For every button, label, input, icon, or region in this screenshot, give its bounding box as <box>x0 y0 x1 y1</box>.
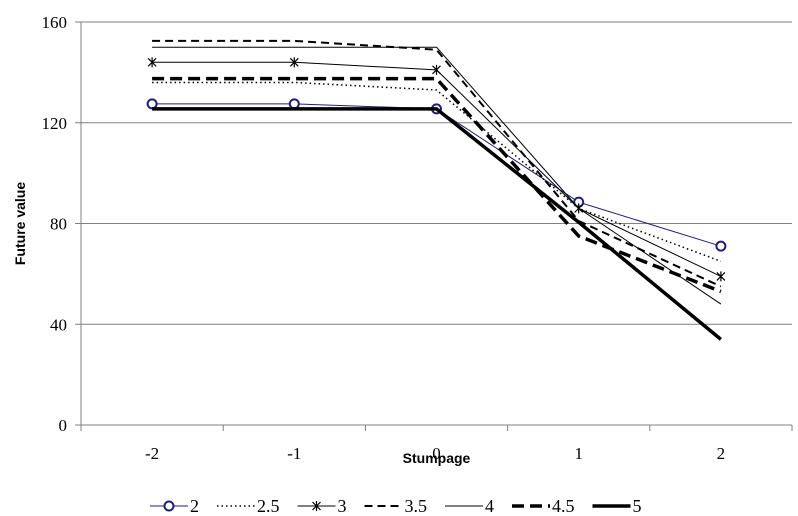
y-axis-title: Future value <box>12 182 28 265</box>
data-point <box>289 57 299 68</box>
legend: 2 2.5 3 3.5 4 4.5 5 <box>150 496 642 516</box>
series-line-3 <box>152 61 722 277</box>
x-tick-label: -2 <box>145 444 159 463</box>
x-tick-label: 2 <box>717 444 726 463</box>
series-lines <box>146 39 727 341</box>
x-axis-title: Stumpage <box>403 450 471 466</box>
series-line-2 <box>152 103 722 247</box>
data-point <box>432 64 441 75</box>
data-point <box>147 57 157 68</box>
data-point <box>716 271 726 282</box>
legend-label: 4.5 <box>552 496 575 516</box>
legend-label: 3 <box>338 496 347 516</box>
series-line-2.5 <box>152 81 722 262</box>
axes <box>75 21 793 431</box>
legend-label: 2.5 <box>257 496 280 516</box>
series-line-4 <box>152 46 722 305</box>
y-tick-label: 40 <box>50 315 67 334</box>
data-point <box>312 501 321 511</box>
y-tick-label: 120 <box>42 114 68 133</box>
y-tick-label: 160 <box>42 13 68 32</box>
data-point <box>288 98 300 110</box>
legend-label: 4 <box>485 496 494 516</box>
x-tick-label: -1 <box>287 444 301 463</box>
series-line-5 <box>152 107 723 341</box>
series-line-3.5 <box>152 39 722 288</box>
tick-labels: 0 40 80 120 160 -2 -1 0 1 2 <box>42 13 726 463</box>
legend-label: 3.5 <box>405 496 428 516</box>
legend-label: 2 <box>190 496 199 516</box>
series-line-4.5 <box>152 76 722 294</box>
data-point <box>715 240 727 252</box>
legend-label: 5 <box>633 496 642 516</box>
grid-lines <box>81 21 792 325</box>
y-tick-label: 80 <box>50 215 67 234</box>
y-tick-label: 0 <box>59 416 68 435</box>
data-point <box>163 500 175 512</box>
x-tick-label: 0 <box>432 444 441 463</box>
data-point <box>146 98 158 110</box>
x-tick-label: 1 <box>574 444 583 463</box>
